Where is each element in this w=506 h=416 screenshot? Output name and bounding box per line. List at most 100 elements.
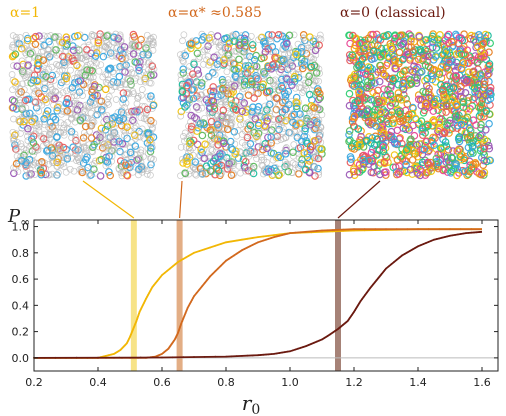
disc xyxy=(375,34,384,42)
disc xyxy=(137,78,144,86)
disc xyxy=(31,99,39,106)
series-point xyxy=(270,353,273,355)
disc xyxy=(240,38,249,47)
series-point xyxy=(315,340,318,343)
disc xyxy=(129,168,137,176)
disc xyxy=(414,55,423,64)
disc xyxy=(146,37,153,45)
disc xyxy=(223,125,232,134)
connector-line-0 xyxy=(82,180,135,219)
disc xyxy=(17,130,24,137)
series-point xyxy=(281,351,283,354)
disc xyxy=(187,111,196,120)
disc xyxy=(362,107,371,115)
disc xyxy=(252,74,261,82)
disc xyxy=(126,163,134,172)
disc xyxy=(135,127,143,136)
disc xyxy=(368,65,377,73)
x-tick-label: 1.4 xyxy=(409,376,427,389)
disc xyxy=(205,34,213,42)
disc xyxy=(402,161,410,169)
disc xyxy=(105,101,112,108)
disc xyxy=(147,71,155,79)
series-point xyxy=(395,258,398,261)
disc xyxy=(302,82,310,90)
series-point xyxy=(183,315,186,317)
disc xyxy=(56,100,63,108)
disc xyxy=(483,71,492,79)
disc xyxy=(127,127,135,135)
disc xyxy=(63,71,71,79)
series-point xyxy=(330,332,333,335)
series-point xyxy=(179,324,182,327)
series-point xyxy=(190,253,193,256)
series-point xyxy=(337,328,339,330)
disc xyxy=(271,53,279,62)
disc xyxy=(103,122,112,130)
disc xyxy=(225,55,233,62)
series-point xyxy=(159,276,162,278)
disc xyxy=(349,31,357,40)
series-point xyxy=(230,355,233,358)
disc xyxy=(95,129,103,137)
disc xyxy=(138,102,146,110)
disc xyxy=(150,156,157,163)
disc xyxy=(214,167,223,175)
disc xyxy=(147,171,154,179)
disc xyxy=(216,171,224,180)
disc xyxy=(102,79,110,86)
disc xyxy=(355,140,364,149)
series-point xyxy=(356,305,359,308)
series-point xyxy=(297,347,299,350)
series-point xyxy=(281,234,283,237)
disc xyxy=(35,107,43,115)
disc xyxy=(130,159,137,167)
series-point xyxy=(180,322,183,325)
disc xyxy=(296,119,304,128)
series-point xyxy=(427,241,430,243)
series-point xyxy=(443,236,446,239)
disc xyxy=(56,38,64,46)
disc xyxy=(391,163,400,171)
disc xyxy=(427,167,436,176)
disc xyxy=(139,39,147,47)
disc xyxy=(25,95,33,104)
disc xyxy=(482,107,491,115)
series-point xyxy=(178,327,181,330)
series-point xyxy=(369,287,371,290)
disc xyxy=(244,149,251,156)
disc xyxy=(190,60,198,68)
disc xyxy=(466,134,475,143)
series-point xyxy=(411,248,414,251)
disc xyxy=(73,74,81,81)
disc xyxy=(384,30,393,39)
disc xyxy=(391,61,400,70)
series-point xyxy=(433,238,435,241)
disc xyxy=(147,67,155,75)
series-point xyxy=(383,270,385,273)
series-point xyxy=(225,355,227,358)
disc xyxy=(252,132,261,141)
y-tick-label: 0.6 xyxy=(12,273,30,286)
disc xyxy=(200,61,207,68)
disc xyxy=(135,167,143,174)
disc xyxy=(32,159,39,167)
disc xyxy=(300,149,309,157)
disc xyxy=(240,99,249,107)
disc xyxy=(207,131,216,140)
disc xyxy=(239,71,247,79)
disc xyxy=(375,77,384,86)
disc xyxy=(301,104,310,113)
disc xyxy=(418,158,427,167)
disc xyxy=(88,67,97,75)
disc xyxy=(206,167,215,175)
disc xyxy=(480,144,489,153)
disc xyxy=(188,95,196,102)
series-point xyxy=(313,341,315,344)
disc xyxy=(81,122,90,131)
series-point xyxy=(225,259,227,262)
series-point xyxy=(219,265,222,267)
disc xyxy=(276,153,285,162)
disc xyxy=(13,152,21,160)
disc xyxy=(356,141,365,150)
